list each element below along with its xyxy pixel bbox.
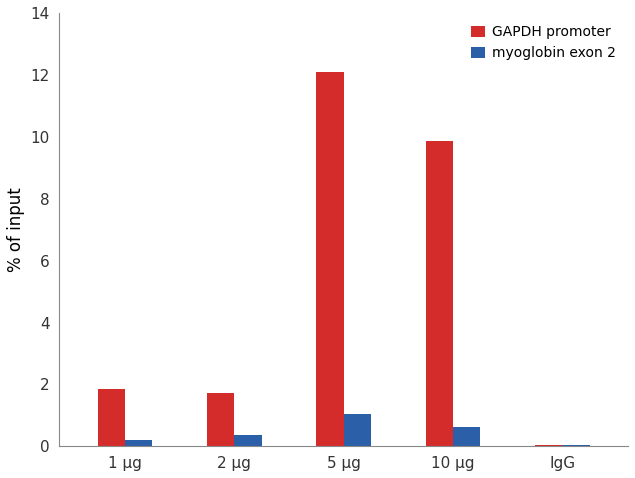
Bar	[125, 440, 152, 446]
Bar	[344, 414, 371, 446]
Y-axis label: % of input: % of input	[7, 187, 25, 272]
Bar	[316, 72, 344, 446]
Legend: GAPDH promoter, myoglobin exon 2: GAPDH promoter, myoglobin exon 2	[465, 20, 621, 66]
Bar	[98, 389, 125, 446]
Bar	[453, 427, 481, 446]
Bar	[234, 435, 262, 446]
Bar	[426, 141, 453, 446]
Bar	[535, 445, 563, 446]
Bar	[563, 445, 590, 446]
Bar	[207, 393, 234, 446]
